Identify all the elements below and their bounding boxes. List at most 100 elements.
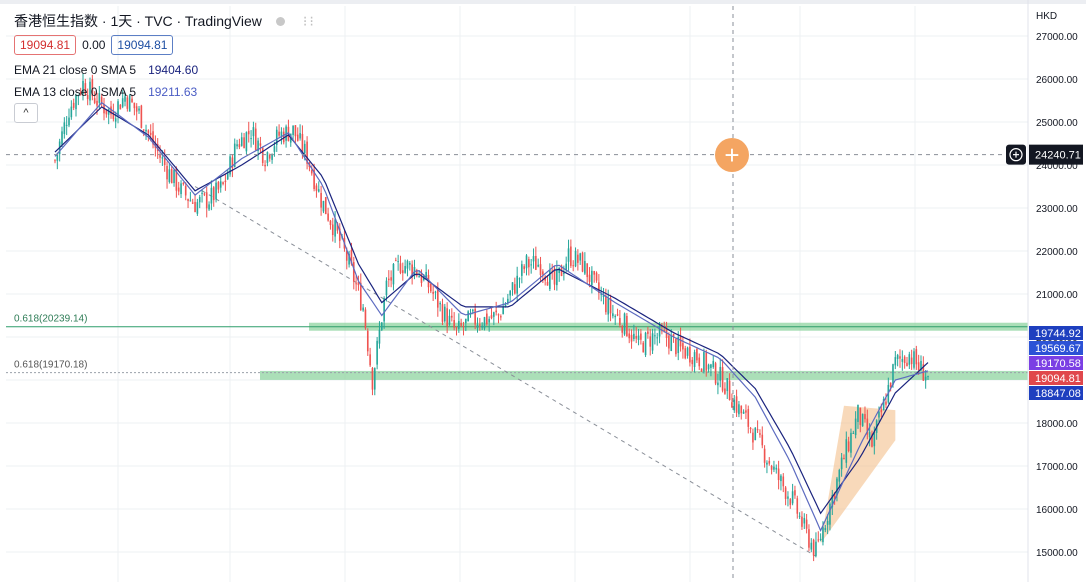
candle-body [497, 314, 500, 316]
candle-body [719, 366, 722, 381]
candle-body [77, 95, 80, 97]
fib-label: 0.618(19170.18) [14, 360, 87, 371]
candle-body [163, 157, 166, 165]
candle-body [336, 223, 339, 231]
candle-body [180, 183, 182, 195]
candle-body [203, 193, 206, 195]
crosshair-price-value: 24240.71 [1035, 150, 1081, 162]
candle-body [903, 356, 906, 364]
candle-body [777, 468, 780, 481]
candle-body [619, 317, 621, 325]
candle-body [628, 333, 631, 339]
candle-body [226, 173, 229, 180]
trendline [194, 186, 817, 557]
candle-body [334, 219, 336, 237]
candle-body [404, 265, 406, 273]
candle-body [268, 154, 271, 159]
candle-body [829, 503, 831, 525]
candle-body [663, 330, 666, 332]
candle-body [521, 264, 523, 276]
candle-body [630, 334, 633, 342]
candle-body [131, 98, 133, 103]
candle-body [682, 343, 684, 350]
candle-body [54, 160, 56, 162]
candle-body [406, 260, 409, 269]
candle-body [642, 342, 645, 353]
collapse-legend-button[interactable]: ^ [14, 103, 38, 123]
candle-body [913, 351, 915, 368]
candle-body [537, 264, 539, 267]
candle-body [658, 326, 661, 337]
candle-body [189, 200, 192, 202]
candle-body [621, 326, 624, 333]
candle-body [677, 336, 680, 354]
price-tag-value: 19170.58 [1035, 358, 1081, 370]
currency-label[interactable]: HKD [1036, 11, 1058, 22]
candle-body [721, 367, 724, 391]
candle-body [791, 491, 794, 504]
candle-body [383, 298, 385, 322]
candle-body [397, 261, 399, 263]
candle-body [357, 282, 360, 286]
indicator-ema13[interactable]: EMA 13 close 0 SMA 5 19211.63 [14, 85, 316, 99]
candle-body [320, 193, 322, 208]
candle-body [714, 363, 717, 384]
y-tick-label: 18000.00 [1036, 419, 1078, 430]
candle-body [205, 192, 208, 209]
candle-body [331, 224, 334, 236]
candle-body [819, 538, 822, 540]
candle-body [296, 134, 299, 141]
candle-body [553, 268, 556, 285]
y-tick-label: 26000.00 [1036, 75, 1078, 86]
indicator-value: 19211.63 [148, 85, 198, 99]
candle-body [924, 376, 927, 381]
price-axis[interactable]: 15000.0016000.0017000.0018000.0019000.00… [1027, 0, 1078, 582]
candle-body [796, 498, 799, 514]
candle-body [392, 263, 395, 285]
candle-body [850, 432, 852, 453]
indicator-ema21[interactable]: EMA 21 close 0 SMA 5 19404.60 [14, 63, 316, 77]
ema-13-line [54, 101, 929, 532]
candle-body [686, 347, 689, 356]
candle-body [493, 312, 495, 317]
ask-price[interactable]: 19094.81 [111, 35, 174, 55]
y-tick-label: 17000.00 [1036, 462, 1078, 473]
candle-body [894, 357, 897, 366]
candle-body [472, 309, 474, 312]
price-tag-value: 19569.67 [1035, 343, 1081, 355]
price-tag [1029, 326, 1083, 340]
candle-body [322, 200, 325, 212]
candle-body [198, 197, 201, 203]
candle-body [866, 418, 869, 435]
candle-body [212, 187, 215, 201]
symbol-title[interactable]: 香港恒生指数 · 1天 · TVC · TradingView [14, 13, 262, 29]
candle-body [483, 317, 486, 329]
candle-body [350, 250, 353, 264]
candle-body [679, 336, 682, 347]
candle-body [70, 106, 73, 118]
candle-body [817, 539, 820, 541]
candle-body [747, 409, 750, 427]
candle-body [871, 434, 873, 447]
candle-body [852, 432, 855, 434]
candle-body [434, 291, 437, 293]
chevron-up-icon: ^ [23, 107, 29, 119]
more-dots-icon[interactable]: ⁝⁝ [302, 12, 316, 29]
candle-body [128, 95, 131, 112]
bid-price[interactable]: 19094.81 [14, 35, 77, 55]
candle-body [299, 133, 301, 139]
candle-body [782, 476, 785, 487]
candle-body [425, 271, 427, 280]
price-tags: 24240.71 19744.92 19569.67 19170.58 19094.81… [1006, 144, 1083, 400]
candle-body [768, 460, 771, 464]
candle-body [415, 269, 418, 276]
descending-trendline [194, 186, 817, 557]
candle-body [65, 124, 68, 126]
add-alert-plus-button[interactable]: + [715, 138, 749, 172]
candle-body [523, 266, 525, 270]
candle-body [500, 316, 502, 318]
candle-body [282, 131, 285, 143]
candle-body [376, 340, 378, 365]
